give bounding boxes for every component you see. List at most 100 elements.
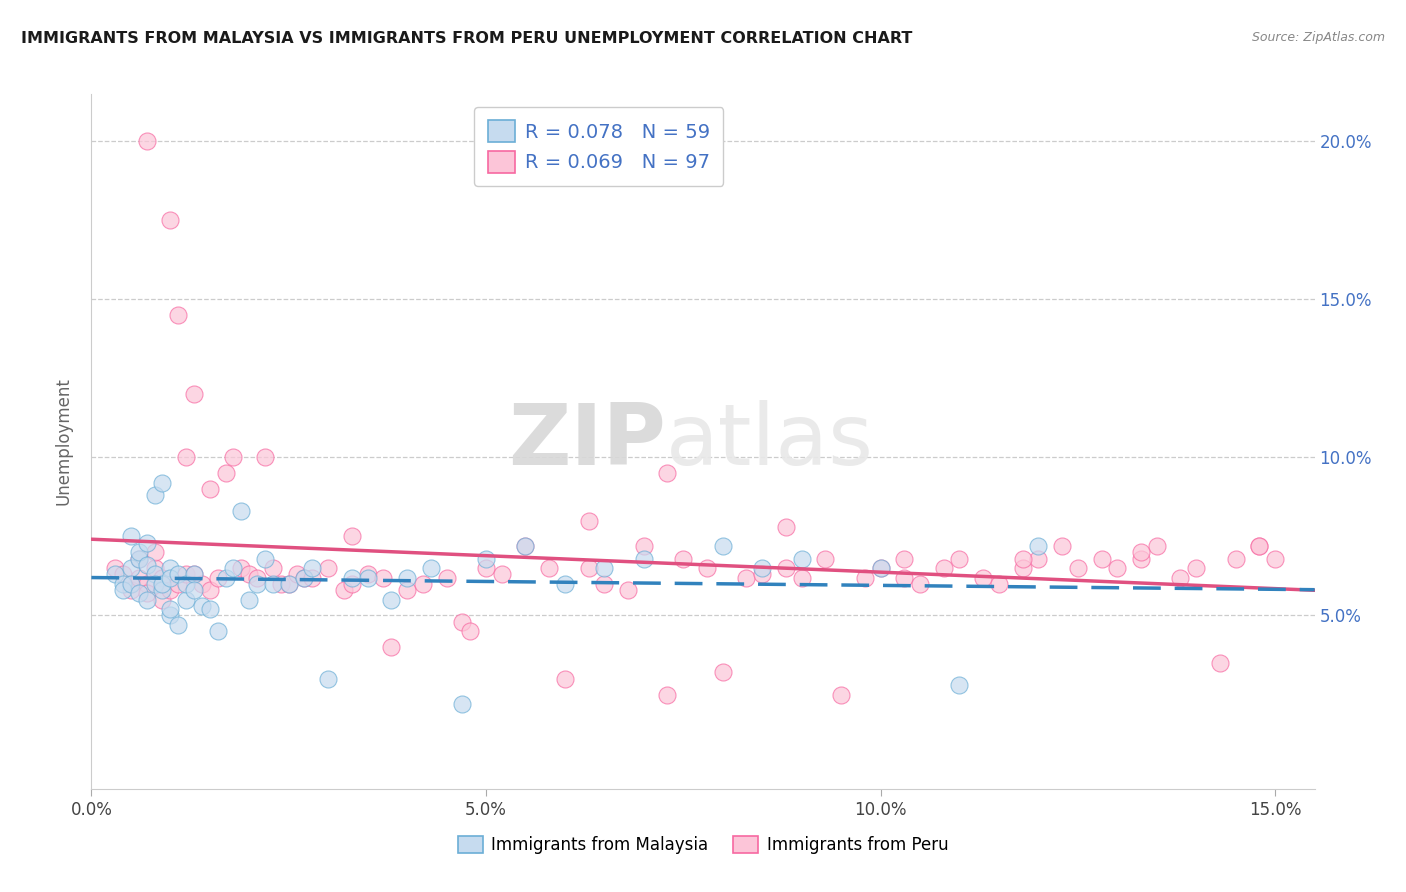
Point xyxy=(135,586,157,600)
Point xyxy=(159,602,181,616)
Point xyxy=(972,570,994,584)
Point xyxy=(222,450,245,465)
Point xyxy=(790,551,813,566)
Point xyxy=(380,592,402,607)
Point xyxy=(159,583,181,598)
Point xyxy=(183,387,205,401)
Point xyxy=(869,561,891,575)
Point xyxy=(152,577,174,591)
Point xyxy=(159,570,181,584)
Point xyxy=(657,466,679,480)
Point xyxy=(191,599,214,613)
Point xyxy=(1249,539,1271,553)
Point xyxy=(396,583,419,598)
Point xyxy=(120,577,142,591)
Point xyxy=(128,586,150,600)
Point xyxy=(1225,551,1247,566)
Point xyxy=(515,539,537,553)
Point xyxy=(869,561,891,575)
Point xyxy=(893,570,915,584)
Point xyxy=(159,213,181,227)
Point xyxy=(751,561,773,575)
Point xyxy=(294,570,316,584)
Point xyxy=(790,570,813,584)
Point xyxy=(316,672,339,686)
Point xyxy=(152,475,174,490)
Point xyxy=(167,567,190,582)
Point xyxy=(120,529,142,543)
Point xyxy=(120,583,142,598)
Text: atlas: atlas xyxy=(666,400,875,483)
Point xyxy=(135,535,157,549)
Point xyxy=(578,561,600,575)
Point xyxy=(277,577,299,591)
Point xyxy=(262,577,284,591)
Point xyxy=(174,577,197,591)
Point xyxy=(152,570,174,584)
Point xyxy=(135,558,157,572)
Point xyxy=(135,592,157,607)
Point xyxy=(167,308,190,322)
Point xyxy=(775,561,797,575)
Point xyxy=(1130,545,1153,559)
Point xyxy=(633,551,655,566)
Point xyxy=(143,488,166,502)
Point xyxy=(120,561,142,575)
Point xyxy=(128,570,150,584)
Point xyxy=(285,567,308,582)
Point xyxy=(270,577,292,591)
Point xyxy=(1067,561,1090,575)
Point xyxy=(932,561,955,575)
Point xyxy=(104,567,127,582)
Point xyxy=(231,561,253,575)
Point xyxy=(578,514,600,528)
Point xyxy=(135,577,157,591)
Point xyxy=(128,551,150,566)
Point xyxy=(1011,561,1033,575)
Point xyxy=(167,618,190,632)
Point xyxy=(159,608,181,623)
Point xyxy=(1146,539,1168,553)
Text: Source: ZipAtlas.com: Source: ZipAtlas.com xyxy=(1251,31,1385,45)
Point xyxy=(711,665,734,680)
Text: IMMIGRANTS FROM MALAYSIA VS IMMIGRANTS FROM PERU UNEMPLOYMENT CORRELATION CHART: IMMIGRANTS FROM MALAYSIA VS IMMIGRANTS F… xyxy=(21,31,912,46)
Point xyxy=(380,640,402,654)
Point xyxy=(128,551,150,566)
Point xyxy=(617,583,640,598)
Point xyxy=(412,577,434,591)
Point xyxy=(735,570,758,584)
Point xyxy=(340,529,363,543)
Point xyxy=(174,450,197,465)
Point xyxy=(191,577,214,591)
Point xyxy=(1107,561,1129,575)
Point xyxy=(1050,539,1073,553)
Point xyxy=(214,570,236,584)
Point xyxy=(262,561,284,575)
Point xyxy=(948,678,970,692)
Point xyxy=(253,551,276,566)
Point xyxy=(207,624,229,639)
Point xyxy=(340,570,363,584)
Point xyxy=(143,561,166,575)
Point xyxy=(183,567,205,582)
Point xyxy=(143,567,166,582)
Text: ZIP: ZIP xyxy=(509,400,666,483)
Point xyxy=(491,567,513,582)
Point xyxy=(436,570,458,584)
Point xyxy=(1209,656,1232,670)
Point xyxy=(893,551,915,566)
Point xyxy=(167,577,190,591)
Point xyxy=(633,539,655,553)
Point xyxy=(301,570,323,584)
Point xyxy=(301,561,323,575)
Point xyxy=(419,561,441,575)
Point xyxy=(593,561,616,575)
Point xyxy=(373,570,395,584)
Point xyxy=(143,545,166,559)
Point xyxy=(853,570,876,584)
Point xyxy=(198,583,221,598)
Point xyxy=(1249,539,1271,553)
Point xyxy=(198,602,221,616)
Point xyxy=(1185,561,1208,575)
Point xyxy=(475,551,498,566)
